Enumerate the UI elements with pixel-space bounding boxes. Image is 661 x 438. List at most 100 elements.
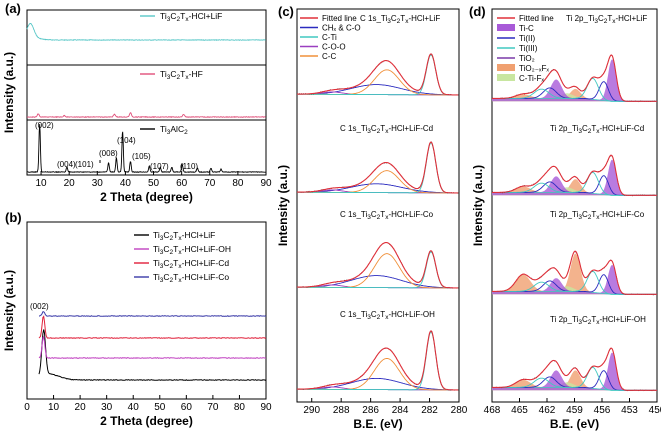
fitted-line: [297, 330, 459, 391]
component-cti: [297, 251, 459, 289]
panel-label: (c): [278, 4, 294, 19]
component-cc: [297, 357, 459, 391]
x-tick-label: 70: [207, 402, 219, 413]
legend-label: Ti3C2Tx-HCl+LiF-OH: [153, 244, 231, 256]
component-tic: [492, 352, 657, 391]
peak-label: (008): [99, 149, 118, 158]
legend-swatch: [497, 24, 515, 31]
fitted-line: [492, 54, 657, 102]
spectrum-title: Ti 2p_Ti3C2Tx-HCl+LiF-Co: [550, 210, 645, 221]
legend-label: C-C: [322, 52, 336, 61]
legend-label: Ti(III): [519, 44, 538, 53]
x-tick-label: 459: [566, 405, 583, 416]
component-chx: [297, 84, 459, 96]
y-axis-title: Intensity (a.u.): [2, 52, 16, 133]
legend-label: C-Ti-Fₓ: [519, 74, 544, 83]
x-tick-label: 60: [176, 178, 188, 189]
x-tick-label: 288: [333, 405, 350, 416]
plot-frame: [296, 8, 460, 403]
component-tio2-xfx: [492, 370, 657, 391]
x-tick-label: 468: [484, 405, 501, 416]
legend-label: TiO₂: [519, 54, 535, 63]
fitted-line: [297, 53, 459, 96]
spectrum-title: C 1s_Ti3C2Tx-HCl+LiF-Cd: [340, 124, 433, 135]
legend-label: Fitted line: [322, 14, 357, 23]
x-axis-title: 2 Theta (degree): [100, 414, 193, 428]
component-chx: [297, 183, 459, 194]
legend-label: CHₓ & C-O: [322, 24, 361, 33]
x-tick-label: 30: [101, 402, 113, 413]
component-tic: [492, 264, 657, 295]
x-tick-label: 30: [92, 178, 104, 189]
x-tick-label: 90: [260, 178, 272, 189]
x-tick-label: 462: [539, 405, 556, 416]
x-axis-title: B.E. (eV): [550, 417, 599, 431]
x-tick-label: 70: [204, 178, 216, 189]
fitted-line: [492, 154, 657, 196]
legend-label: Ti3C2Tx-HCl+LiF-Co: [153, 272, 229, 284]
legend-swatch: [497, 64, 515, 71]
legend-swatch: [497, 74, 515, 81]
spectrum-title: Ti 2p_Ti3C2Tx-HCl+LiF: [566, 14, 647, 25]
peak-label: (107): [150, 162, 169, 171]
spectrum-title: Ti 2p_Ti3C2Tx-HCl+LiF-Cd: [550, 124, 644, 135]
plot-frame: [26, 221, 267, 400]
spectrum-title: C 1s_Ti3C2Tx-HCl+LiF-OH: [340, 310, 435, 321]
x-tick-label: 450: [649, 405, 661, 416]
legend-label: Ti3C2Tx-HCl+LiF: [160, 11, 222, 23]
panel-label: (d): [469, 4, 486, 19]
legend-label: Ti3C2Tx-HCl+LiF: [153, 230, 215, 242]
panel-a: (a) 10 20 30 40 50 60 70 80 90 2 Theta (degree) Int…: [2, 1, 272, 204]
fitted-line: [492, 250, 657, 295]
peak-label: (004): [57, 160, 76, 169]
legend-label: TiO₂₋ₓFₓ: [519, 64, 549, 73]
series-line: [38, 315, 267, 339]
fitted-line: [297, 141, 459, 194]
x-tick-label: 60: [181, 402, 193, 413]
x-tick-label: 280: [451, 405, 468, 416]
x-tick-label: 284: [392, 405, 409, 416]
x-axis-title: 2 Theta (degree): [100, 190, 193, 204]
x-tick-label: 453: [621, 405, 638, 416]
legend-label: Ti3AlC2: [160, 124, 188, 136]
legend-label: Ti-C: [519, 24, 534, 33]
panel-b: (b) 0 10 20 30 40 50 60 70 80 90 2 Theta (degree) In…: [2, 210, 272, 428]
series-line: [26, 23, 266, 42]
x-tick-label: 290: [303, 405, 320, 416]
peak-label: (101): [75, 160, 94, 169]
x-tick-label: 456: [594, 405, 611, 416]
legend-label: C-O-O: [322, 43, 346, 52]
y-axis-title: Intensity (a.u.): [276, 165, 290, 246]
x-tick-label: 40: [128, 402, 140, 413]
x-tick-label: 286: [362, 405, 379, 416]
x-tick-label: 282: [421, 405, 438, 416]
fitted-line: [492, 347, 657, 391]
peak-label: (002): [30, 302, 49, 311]
peak-label: (110): [180, 162, 198, 171]
panel-label: (a): [5, 1, 21, 16]
panel-d: (d) 468 465 462 459 456 453 450 B.E. (eV) Intensi…: [469, 4, 661, 431]
legend-label: Fitted line: [519, 14, 554, 23]
x-tick-label: 10: [48, 402, 60, 413]
y-axis-title: Intensity (a.u.): [471, 165, 485, 246]
y-axis-title: Intensity (a.u.): [2, 270, 16, 351]
x-tick-label: 50: [148, 178, 160, 189]
component-cc: [297, 170, 459, 194]
component-cti: [297, 142, 459, 194]
spectrum-title: C 1s_Ti3C2Tx-HCl+LiF: [360, 14, 440, 25]
panel-c: (c) 290 288 286 284 282 280 B.E. (eV) Intensity …: [276, 4, 468, 431]
component-tio2-xfx: [492, 179, 657, 196]
x-tick-label: 80: [232, 178, 244, 189]
fitted-line: [297, 241, 459, 289]
legend-label: Ti3C2Tx-HF: [160, 69, 203, 81]
panel-label: (b): [5, 210, 22, 225]
series-line: [38, 335, 267, 359]
plot-frame: [491, 8, 658, 403]
x-tick-label: 0: [24, 402, 30, 413]
spectrum-title: C 1s_Ti3C2Tx-HCl+LiF-Co: [340, 210, 434, 221]
x-tick-label: 50: [154, 402, 166, 413]
x-tick-label: 10: [35, 178, 47, 189]
peak-label: (104): [117, 136, 136, 145]
plot-frame: [26, 9, 267, 176]
